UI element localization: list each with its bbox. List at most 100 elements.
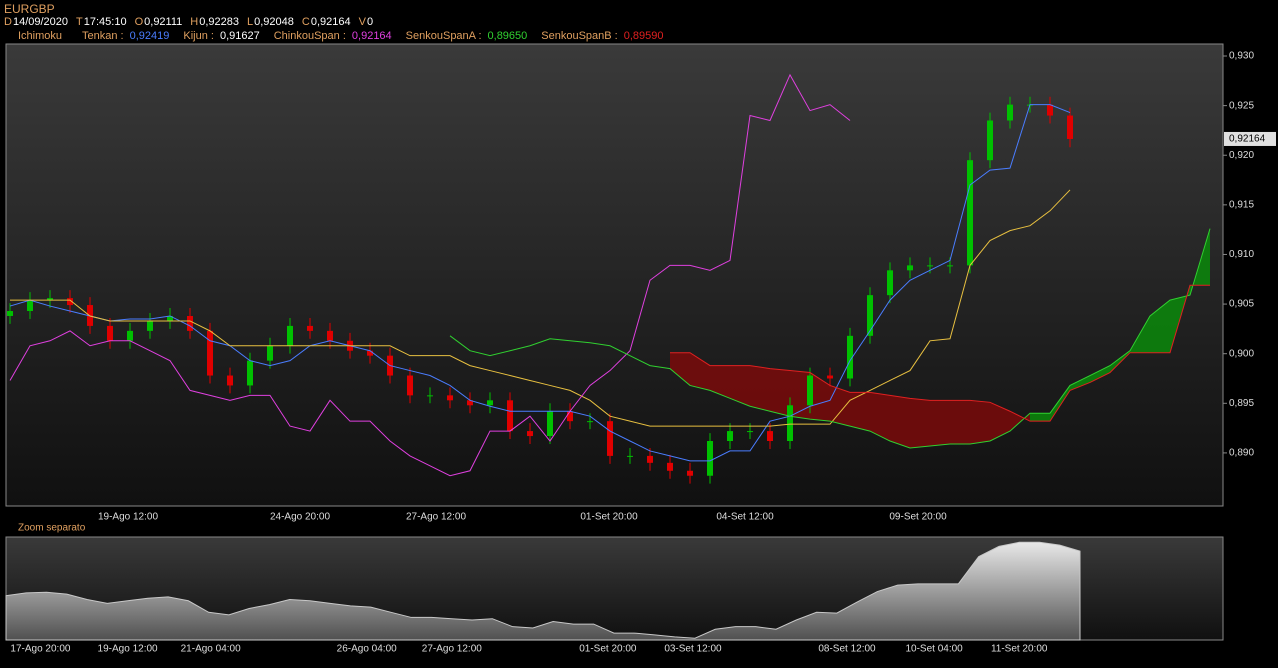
indicator-line — [9, 104, 1071, 462]
candle-body — [787, 405, 793, 442]
candle-body — [67, 298, 73, 306]
zoom-x-tick-label: 11-Set 20:00 — [991, 644, 1048, 655]
candle-body — [7, 311, 13, 316]
x-tick-label: 04-Set 12:00 — [716, 512, 774, 523]
candle-body — [547, 411, 553, 437]
field-key: D — [4, 16, 12, 28]
zoom-label: Zoom separato — [18, 523, 86, 534]
field-key: T — [76, 16, 83, 28]
candle-body — [887, 270, 893, 296]
cloud-segment — [1030, 413, 1050, 422]
zoom-x-tick-label: 10-Set 04:00 — [905, 644, 963, 655]
candle-body — [807, 375, 813, 406]
candle-body — [467, 400, 473, 406]
y-tick-label: 0,930 — [1229, 51, 1254, 62]
candle-body — [867, 295, 873, 336]
field-value: 14/09/2020 — [12, 16, 69, 28]
candle-body — [487, 400, 493, 406]
zoom-x-tick-label: 17-Ago 20:00 — [10, 644, 70, 655]
candle-body — [767, 431, 773, 442]
legend-label: Tenkan : — [82, 30, 124, 42]
main-panel — [5, 43, 1224, 507]
y-tick-label: 0,910 — [1229, 249, 1254, 260]
candle-body — [427, 395, 433, 397]
zoom-x-tick-label: 27-Ago 12:00 — [422, 644, 482, 655]
candle-body — [587, 421, 593, 423]
legend-label: Kijun : — [183, 30, 214, 42]
indicator-line — [9, 73, 851, 477]
x-tick-label: 19-Ago 12:00 — [98, 512, 158, 523]
candle-body — [307, 325, 313, 331]
candle-body — [107, 325, 113, 341]
cloud-segment — [770, 368, 790, 417]
field-key: L — [247, 16, 254, 28]
legend-value: 0,92419 — [129, 30, 170, 42]
cloud-segment — [850, 392, 870, 432]
candle-body — [667, 462, 673, 471]
candle-body — [827, 375, 833, 379]
cloud-segment — [790, 370, 810, 420]
field-value: 0 — [366, 16, 374, 28]
cloud-segment — [990, 402, 1010, 442]
legend-value: 0,89590 — [623, 30, 664, 42]
field-key: O — [134, 16, 144, 28]
legend-value: 0,91627 — [219, 30, 260, 42]
candle-body — [907, 265, 913, 271]
candle-body — [247, 360, 253, 386]
field-value: 17:45:10 — [83, 16, 127, 28]
legend: Ichimoku Tenkan : 0,92419 Kijun : 0,91627 Ch… — [18, 30, 678, 42]
cloud-segment — [930, 400, 950, 446]
field-value: 0,92048 — [254, 16, 294, 28]
candle-body — [367, 350, 373, 356]
cloud-segment — [690, 352, 710, 391]
candle-body — [607, 421, 613, 456]
candle-body — [947, 265, 953, 267]
cloud-segment — [670, 352, 690, 386]
cloud-segment — [710, 365, 730, 399]
legend-label: SenkouSpanB : — [541, 30, 618, 42]
x-tick-label: 09-Set 20:00 — [889, 512, 947, 523]
cloud-segment — [1090, 365, 1110, 383]
zoom-x-tick-label: 08-Set 12:00 — [818, 644, 876, 655]
y-tick-label: 0,920 — [1229, 150, 1254, 161]
cloud-segment — [1070, 375, 1090, 391]
candle-body — [987, 120, 993, 161]
field-key: V — [358, 16, 366, 28]
candle-body — [447, 395, 453, 401]
symbol: EURGBP — [4, 2, 55, 16]
indicator-line — [449, 228, 1211, 449]
last-price-box — [1224, 131, 1276, 146]
cloud-segment — [1150, 300, 1170, 353]
candle-body — [167, 315, 173, 321]
candle-body — [527, 431, 533, 437]
candle-body — [227, 375, 233, 386]
legend-value: 0,89650 — [487, 30, 528, 42]
cloud-segment — [870, 392, 890, 442]
candle-body — [207, 330, 213, 376]
zoom-x-tick-label: 21-Ago 04:00 — [181, 644, 241, 655]
x-tick-label: 24-Ago 20:00 — [270, 512, 330, 523]
candle-body — [127, 330, 133, 341]
zoom-x-tick-label: 01-Set 20:00 — [579, 644, 637, 655]
candle-body — [687, 470, 693, 476]
legend-value: 0,92164 — [351, 30, 392, 42]
candle-body — [747, 431, 753, 433]
candle-body — [27, 300, 33, 312]
zoom-x-tick-label: 03-Set 12:00 — [664, 644, 722, 655]
candle-body — [147, 320, 153, 331]
y-tick-label: 0,895 — [1229, 398, 1254, 409]
ohlc-row: D 14/09/2020 T 17:45:10 O 0,92111 H 0,92283 L 0,9… — [4, 16, 381, 28]
candle-body — [327, 330, 333, 341]
legend-label: SenkouSpanA : — [405, 30, 482, 42]
cloud-segment — [910, 398, 930, 448]
zoom-x-tick-label: 26-Ago 04:00 — [337, 644, 397, 655]
candle-body — [287, 325, 293, 346]
candle-body — [927, 265, 933, 267]
cloud-segment — [1050, 385, 1070, 422]
indicator-line — [10, 189, 1071, 427]
field-key: H — [190, 16, 199, 28]
candle-body — [847, 335, 853, 379]
x-tick-label: 01-Set 20:00 — [580, 512, 638, 523]
legend-label: ChinkouSpan : — [273, 30, 346, 42]
